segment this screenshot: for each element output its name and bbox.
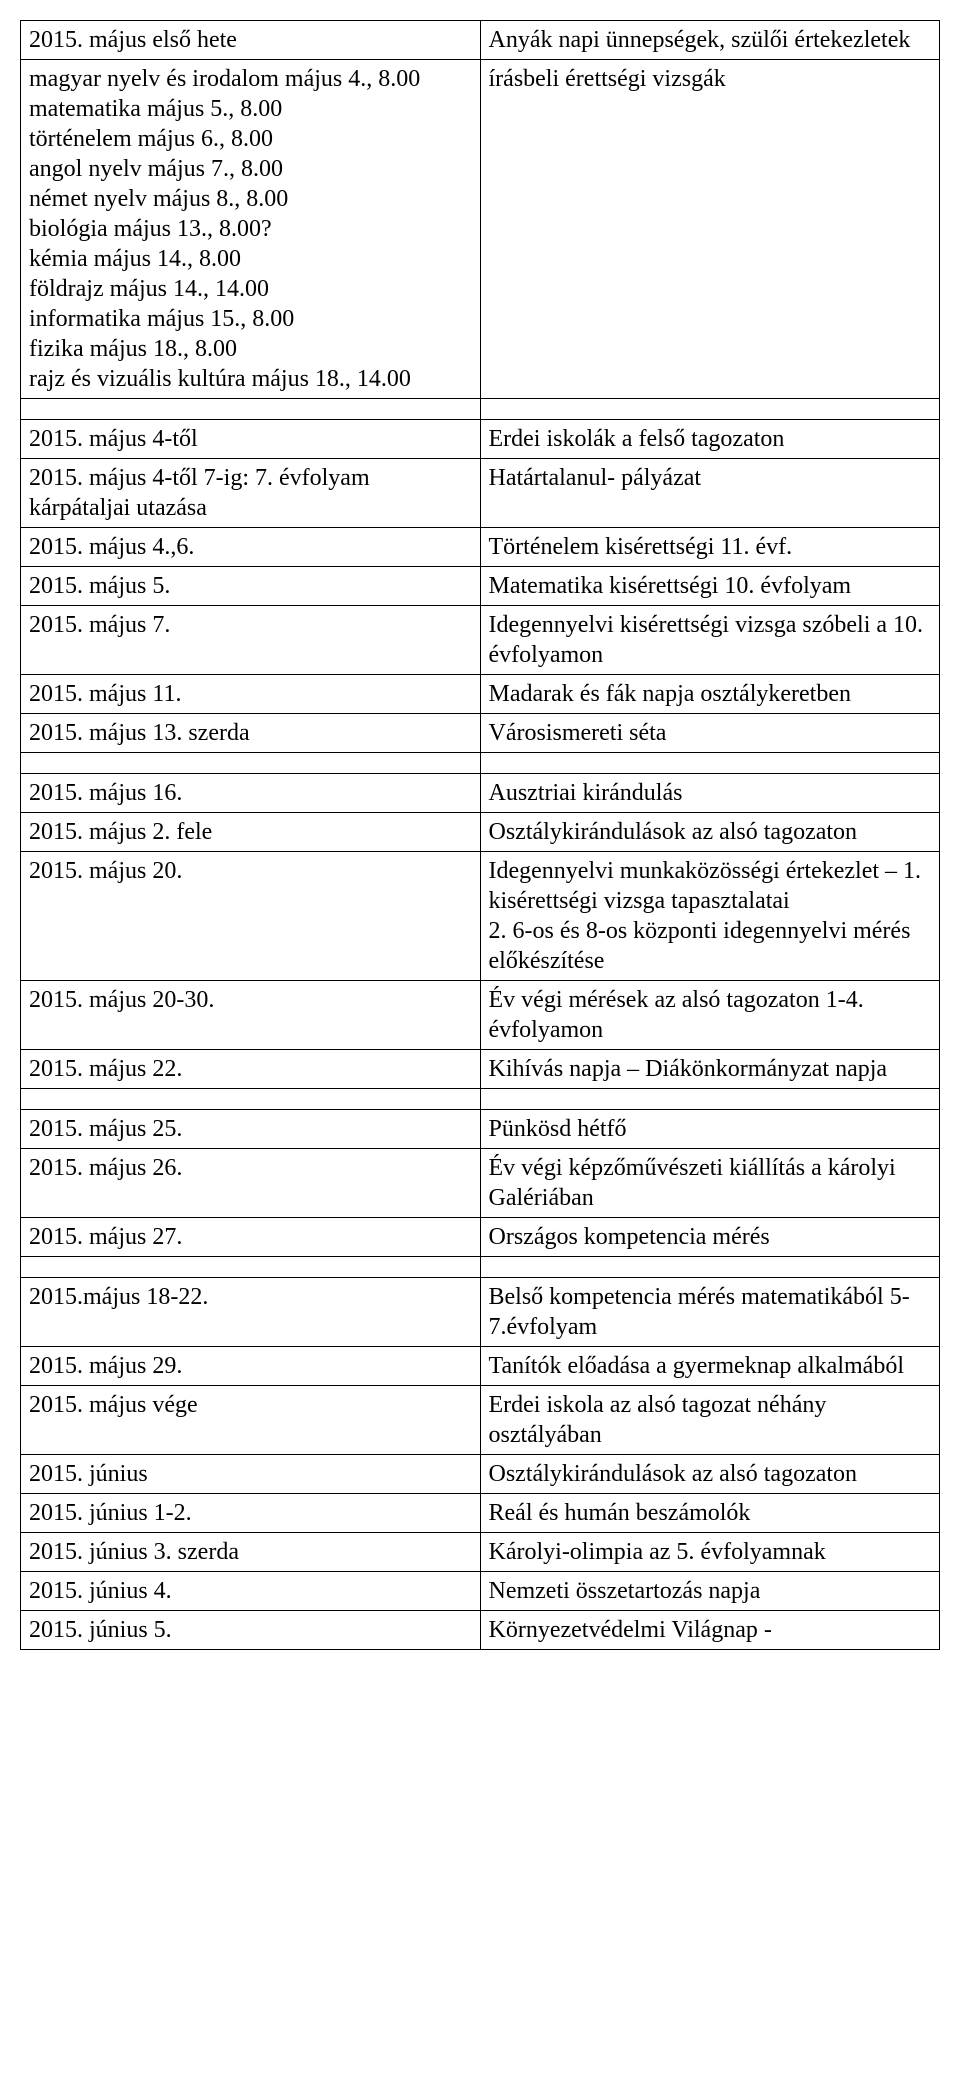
event-cell: Belső kompetencia mérés matematikából 5-… xyxy=(480,1278,940,1347)
event-cell: Anyák napi ünnepségek, szülői értekezlet… xyxy=(480,21,940,60)
event-cell: Határtalanul- pályázat xyxy=(480,459,940,528)
event-cell: Reál és humán beszámolók xyxy=(480,1494,940,1533)
table-row: 2015.május 18-22.Belső kompetencia mérés… xyxy=(21,1278,940,1347)
date-cell: 2015. május 2. fele xyxy=(21,813,481,852)
table-row: 2015. május 16.Ausztriai kirándulás xyxy=(21,774,940,813)
table-row: 2015. május 20-30.Év végi mérések az als… xyxy=(21,981,940,1050)
event-cell: Idegennyelvi kisérettségi vizsga szóbeli… xyxy=(480,606,940,675)
date-cell: 2015. május 25. xyxy=(21,1110,481,1149)
date-cell: magyar nyelv és irodalom május 4., 8.00 … xyxy=(21,60,481,399)
date-cell: 2015. május 22. xyxy=(21,1050,481,1089)
table-row: 2015. május 20.Idegennyelvi munkaközössé… xyxy=(21,852,940,981)
date-cell: 2015. május 20-30. xyxy=(21,981,481,1050)
event-cell: Nemzeti összetartozás napja xyxy=(480,1572,940,1611)
table-row: 2015. május 2. feleOsztálykirándulások a… xyxy=(21,813,940,852)
event-cell: Matematika kisérettségi 10. évfolyam xyxy=(480,567,940,606)
date-cell: 2015. május 27. xyxy=(21,1218,481,1257)
table-row: 2015. május 11.Madarak és fák napja oszt… xyxy=(21,675,940,714)
table-row: 2015. május 4.,6.Történelem kisérettségi… xyxy=(21,528,940,567)
event-cell: Környezetvédelmi Világnap - xyxy=(480,1611,940,1650)
event-cell: Erdei iskola az alsó tagozat néhány oszt… xyxy=(480,1386,940,1455)
date-cell: 2015.május 18-22. xyxy=(21,1278,481,1347)
table-row: 2015. május 7.Idegennyelvi kisérettségi … xyxy=(21,606,940,675)
date-cell: 2015. június 3. szerda xyxy=(21,1533,481,1572)
table-row: 2015. május 13. szerdaVárosismereti séta xyxy=(21,714,940,753)
event-cell: Ausztriai kirándulás xyxy=(480,774,940,813)
spacer-row xyxy=(21,753,940,774)
event-cell: Tanítók előadása a gyermeknap alkalmából xyxy=(480,1347,940,1386)
table-row: 2015. június 3. szerdaKárolyi-olimpia az… xyxy=(21,1533,940,1572)
date-cell: 2015. május 16. xyxy=(21,774,481,813)
table-row: 2015. május 5.Matematika kisérettségi 10… xyxy=(21,567,940,606)
date-cell: 2015. május 11. xyxy=(21,675,481,714)
spacer-row xyxy=(21,1257,940,1278)
date-cell: 2015. június 5. xyxy=(21,1611,481,1650)
event-cell: Osztálykirándulások az alsó tagozaton xyxy=(480,1455,940,1494)
date-cell: 2015. május 5. xyxy=(21,567,481,606)
table-row: 2015. június 4.Nemzeti összetartozás nap… xyxy=(21,1572,940,1611)
table-row: 2015. május 4-től 7-ig: 7. évfolyam kárp… xyxy=(21,459,940,528)
date-cell: 2015. május 13. szerda xyxy=(21,714,481,753)
date-cell: 2015. június xyxy=(21,1455,481,1494)
date-cell: 2015. június 1-2. xyxy=(21,1494,481,1533)
table-row: 2015. május 4-tőlErdei iskolák a felső t… xyxy=(21,420,940,459)
event-cell: Osztálykirándulások az alsó tagozaton xyxy=(480,813,940,852)
spacer-row xyxy=(21,399,940,420)
date-cell: 2015. május vége xyxy=(21,1386,481,1455)
table-row: magyar nyelv és irodalom május 4., 8.00 … xyxy=(21,60,940,399)
date-cell: 2015. június 4. xyxy=(21,1572,481,1611)
table-row: 2015. május 29.Tanítók előadása a gyerme… xyxy=(21,1347,940,1386)
table-row: 2015. június 1-2.Reál és humán beszámoló… xyxy=(21,1494,940,1533)
date-cell: 2015. május 29. xyxy=(21,1347,481,1386)
event-cell: Kihívás napja – Diákönkormányzat napja xyxy=(480,1050,940,1089)
table-row: 2015. május első heteAnyák napi ünnepség… xyxy=(21,21,940,60)
event-cell: Erdei iskolák a felső tagozaton xyxy=(480,420,940,459)
date-cell: 2015. május 4-től xyxy=(21,420,481,459)
date-cell: 2015. május 7. xyxy=(21,606,481,675)
date-cell: 2015. május 4.,6. xyxy=(21,528,481,567)
event-cell: Történelem kisérettségi 11. évf. xyxy=(480,528,940,567)
table-row: 2015. júniusOsztálykirándulások az alsó … xyxy=(21,1455,940,1494)
event-cell: írásbeli érettségi vizsgák xyxy=(480,60,940,399)
event-cell: Év végi képzőművészeti kiállítás a károl… xyxy=(480,1149,940,1218)
date-cell: 2015. május első hete xyxy=(21,21,481,60)
event-cell: Év végi mérések az alsó tagozaton 1-4. é… xyxy=(480,981,940,1050)
table-row: 2015. május 22.Kihívás napja – Diákönkor… xyxy=(21,1050,940,1089)
event-cell: Pünkösd hétfő xyxy=(480,1110,940,1149)
table-row: 2015. június 5.Környezetvédelmi Világnap… xyxy=(21,1611,940,1650)
date-cell: 2015. május 26. xyxy=(21,1149,481,1218)
table-row: 2015. május 26.Év végi képzőművészeti ki… xyxy=(21,1149,940,1218)
event-cell: Madarak és fák napja osztálykeretben xyxy=(480,675,940,714)
event-cell: Idegennyelvi munkaközösségi értekezlet –… xyxy=(480,852,940,981)
event-cell: Országos kompetencia mérés xyxy=(480,1218,940,1257)
spacer-row xyxy=(21,1089,940,1110)
table-row: 2015. május 27.Országos kompetencia méré… xyxy=(21,1218,940,1257)
table-row: 2015. május végeErdei iskola az alsó tag… xyxy=(21,1386,940,1455)
date-cell: 2015. május 20. xyxy=(21,852,481,981)
schedule-table: 2015. május első heteAnyák napi ünnepség… xyxy=(20,20,940,1650)
date-cell: 2015. május 4-től 7-ig: 7. évfolyam kárp… xyxy=(21,459,481,528)
table-row: 2015. május 25.Pünkösd hétfő xyxy=(21,1110,940,1149)
event-cell: Városismereti séta xyxy=(480,714,940,753)
event-cell: Károlyi-olimpia az 5. évfolyamnak xyxy=(480,1533,940,1572)
